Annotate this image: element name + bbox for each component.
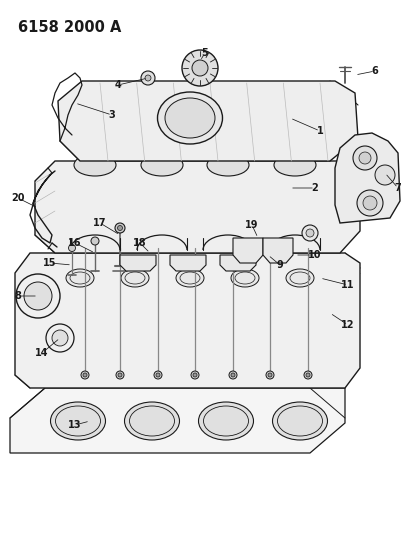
Text: 14: 14 — [35, 348, 49, 358]
Ellipse shape — [50, 402, 105, 440]
Ellipse shape — [285, 269, 313, 287]
Ellipse shape — [121, 269, 148, 287]
Text: 1: 1 — [316, 126, 323, 136]
Circle shape — [352, 146, 376, 170]
Text: 15: 15 — [43, 258, 56, 268]
Text: 19: 19 — [245, 220, 258, 230]
Text: 10: 10 — [308, 250, 321, 260]
Text: 2: 2 — [311, 183, 318, 193]
Ellipse shape — [157, 92, 222, 144]
Circle shape — [24, 282, 52, 310]
Circle shape — [141, 71, 155, 85]
Text: 5: 5 — [201, 48, 208, 58]
Ellipse shape — [66, 269, 94, 287]
Polygon shape — [232, 238, 262, 263]
Text: 6158 2000 A: 6158 2000 A — [18, 20, 121, 35]
Circle shape — [374, 165, 394, 185]
Circle shape — [52, 330, 68, 346]
Ellipse shape — [164, 98, 214, 138]
Ellipse shape — [124, 402, 179, 440]
Circle shape — [46, 324, 74, 352]
Polygon shape — [334, 133, 399, 223]
Circle shape — [303, 371, 311, 379]
Polygon shape — [120, 255, 155, 271]
Text: 3: 3 — [108, 110, 115, 120]
Circle shape — [145, 75, 151, 81]
Circle shape — [356, 190, 382, 216]
Polygon shape — [15, 253, 359, 388]
Circle shape — [358, 152, 370, 164]
Ellipse shape — [175, 269, 204, 287]
Text: 16: 16 — [68, 238, 81, 248]
Ellipse shape — [273, 154, 315, 176]
Circle shape — [191, 371, 198, 379]
Circle shape — [91, 237, 99, 245]
Ellipse shape — [74, 154, 116, 176]
Circle shape — [267, 373, 271, 377]
Text: 17: 17 — [93, 218, 106, 228]
Text: 6: 6 — [371, 66, 378, 76]
Circle shape — [230, 373, 234, 377]
Circle shape — [115, 223, 125, 233]
Circle shape — [117, 225, 122, 230]
Text: 4: 4 — [115, 80, 121, 90]
Circle shape — [81, 371, 89, 379]
Circle shape — [154, 371, 162, 379]
Text: 11: 11 — [340, 280, 354, 290]
Polygon shape — [10, 388, 344, 453]
Circle shape — [301, 225, 317, 241]
Polygon shape — [170, 255, 205, 271]
Text: 20: 20 — [11, 193, 25, 203]
Circle shape — [116, 371, 124, 379]
Circle shape — [191, 60, 207, 76]
Polygon shape — [262, 238, 292, 263]
Text: 7: 7 — [393, 183, 400, 193]
Circle shape — [229, 371, 236, 379]
Ellipse shape — [198, 402, 253, 440]
Polygon shape — [220, 255, 255, 271]
Ellipse shape — [272, 402, 327, 440]
Text: 9: 9 — [276, 260, 283, 270]
Ellipse shape — [207, 154, 248, 176]
Text: 12: 12 — [340, 320, 354, 330]
Circle shape — [362, 196, 376, 210]
Polygon shape — [35, 161, 359, 253]
Circle shape — [182, 50, 218, 86]
Circle shape — [68, 245, 75, 252]
Ellipse shape — [230, 269, 258, 287]
Circle shape — [305, 373, 309, 377]
Circle shape — [193, 373, 196, 377]
Circle shape — [118, 373, 122, 377]
Ellipse shape — [141, 154, 182, 176]
Circle shape — [16, 274, 60, 318]
Circle shape — [83, 373, 87, 377]
Text: 13: 13 — [68, 420, 81, 430]
Circle shape — [305, 229, 313, 237]
Text: 18: 18 — [133, 238, 146, 248]
Text: 8: 8 — [15, 291, 21, 301]
Circle shape — [265, 371, 273, 379]
Polygon shape — [58, 81, 357, 161]
Circle shape — [155, 373, 160, 377]
